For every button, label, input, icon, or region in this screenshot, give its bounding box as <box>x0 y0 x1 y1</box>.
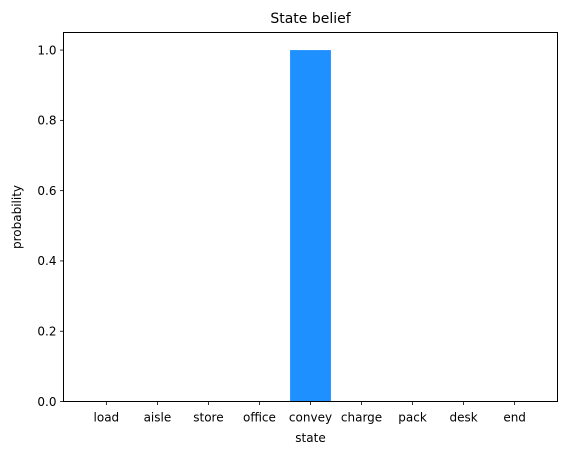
x-tick-label: charge <box>341 411 382 425</box>
y-tick-label: 0.4 <box>37 254 56 268</box>
x-tick-label: convey <box>289 411 332 425</box>
x-axis-ticks: load aisle store office convey charge pack desk… <box>94 401 526 425</box>
y-axis-label: probability <box>10 185 24 249</box>
y-tick-label: 0.8 <box>37 114 56 128</box>
x-tick-label: aisle <box>144 411 172 425</box>
x-tick-label: office <box>243 411 276 425</box>
y-tick-label: 0.0 <box>37 395 56 409</box>
plot-frame <box>63 32 558 402</box>
bar-convey <box>290 50 331 402</box>
y-tick-label: 0.6 <box>37 184 56 198</box>
y-axis-ticks: 0.0 0.2 0.4 0.6 0.8 1.0 <box>37 43 64 409</box>
y-tick-label: 1.0 <box>37 43 56 57</box>
x-axis-label: state <box>295 431 325 445</box>
x-tick-label: desk <box>449 411 477 425</box>
chart-title: State belief <box>270 11 351 27</box>
x-tick-label: load <box>94 411 120 425</box>
x-tick-label: end <box>503 411 526 425</box>
x-tick-label: store <box>193 411 223 425</box>
x-tick-label: pack <box>398 411 427 425</box>
bars-group <box>290 50 331 402</box>
y-tick-label: 0.2 <box>37 325 56 339</box>
